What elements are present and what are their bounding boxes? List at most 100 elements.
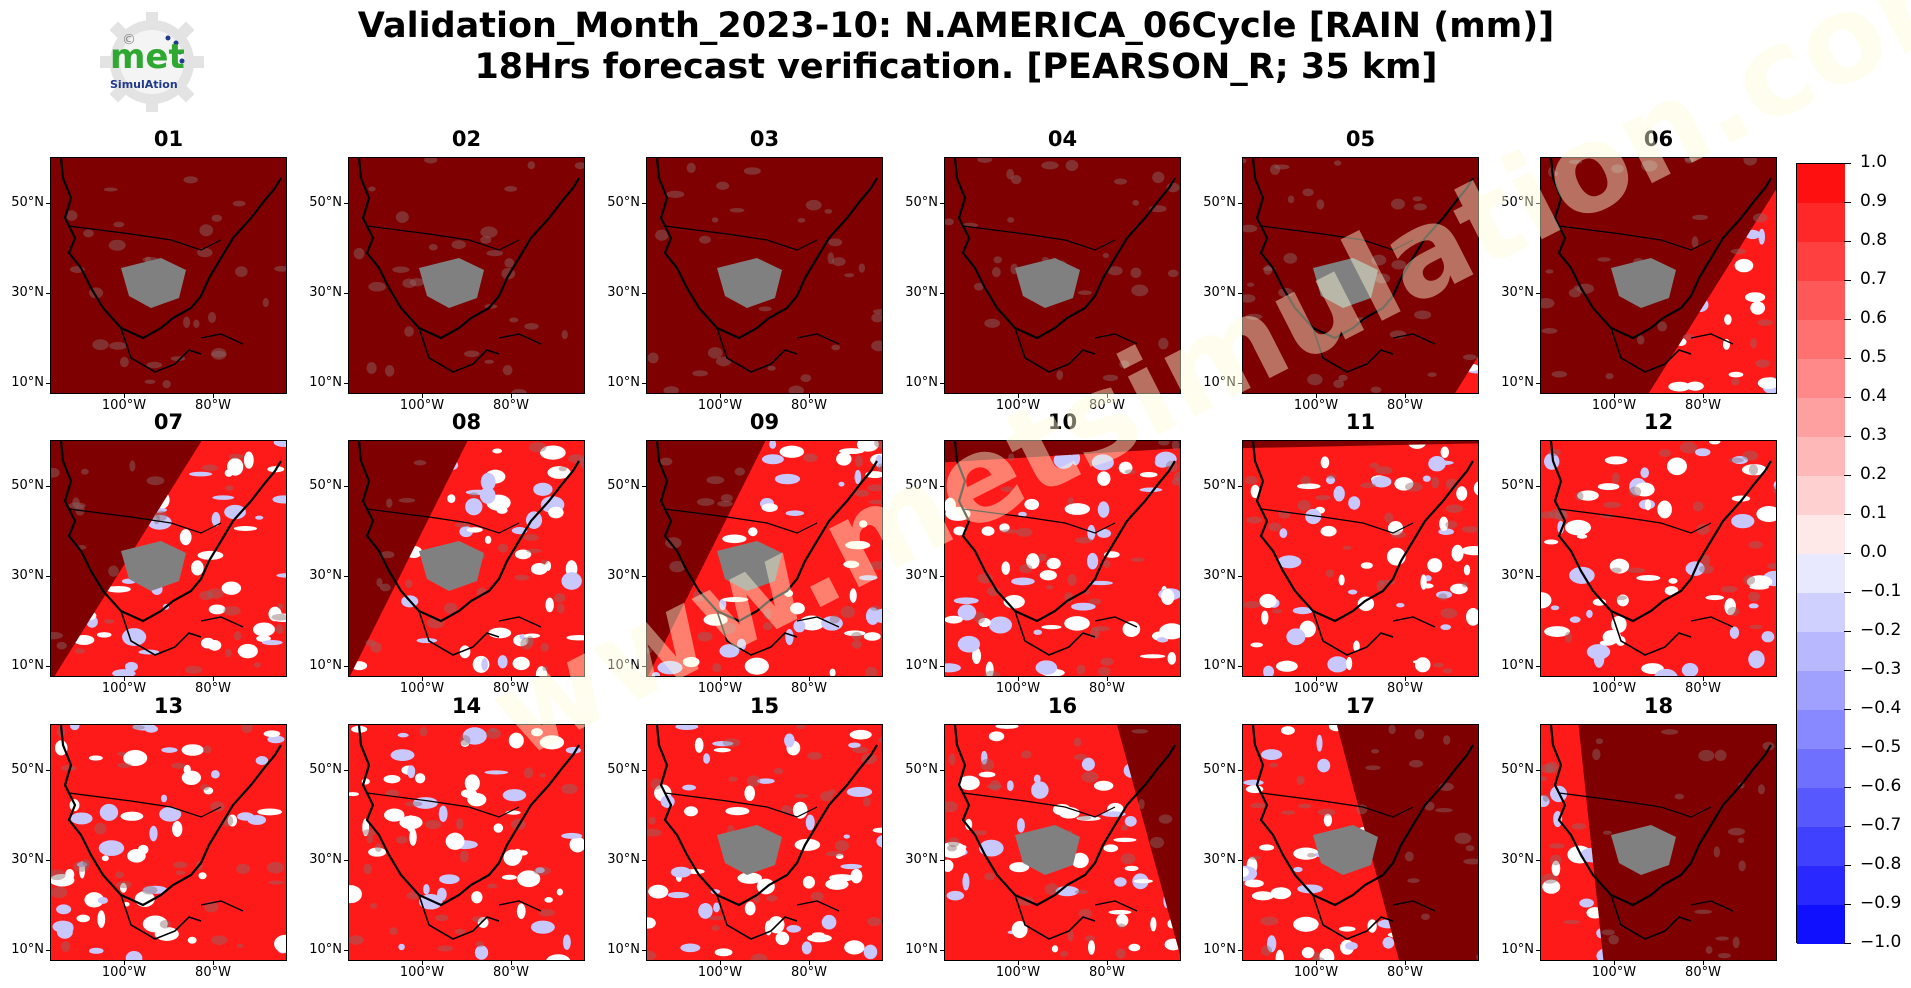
lon-tick (720, 961, 721, 965)
panel-title: 08 (451, 410, 482, 434)
colorbar-tick (1844, 826, 1851, 827)
lat-label: 30°N (1501, 852, 1534, 867)
lon-label: 100°W (995, 398, 1041, 413)
lat-label: 10°N (11, 658, 44, 673)
correlation-field (51, 725, 286, 960)
colorbar-tick (1844, 592, 1851, 593)
colorbar-segment (1797, 593, 1845, 633)
lat-tick (1238, 293, 1242, 294)
title-line-2: 18Hrs forecast verification. [PEARSON_R;… (474, 47, 1438, 87)
title-line-1: Validation_Month_2023-10: N.AMERICA_06Cy… (357, 6, 1555, 46)
colorbar-segment (1797, 710, 1845, 750)
lon-label: 100°W (399, 681, 445, 696)
lon-label: 100°W (697, 965, 743, 980)
lon-tick (422, 961, 423, 965)
lat-tick (46, 383, 50, 384)
lat-tick (344, 576, 348, 577)
lat-tick (1536, 203, 1540, 204)
lat-label: 30°N (11, 285, 44, 300)
lat-tick (46, 770, 50, 771)
map-plot (348, 440, 585, 677)
lon-tick (124, 961, 125, 965)
colorbar-tick (1844, 436, 1851, 437)
colorbar-tick (1844, 397, 1851, 398)
colorbar-segment (1797, 866, 1845, 906)
lon-label: 80°W (195, 965, 231, 980)
lon-tick (1703, 394, 1704, 398)
lat-tick (642, 666, 646, 667)
lat-tick (642, 950, 646, 951)
lat-tick (344, 486, 348, 487)
lat-tick (642, 383, 646, 384)
lon-tick (1107, 677, 1108, 681)
map-panel: 07 50°N 30°N 10°N 100°W 80°W (11, 412, 287, 695)
lat-label: 10°N (1501, 375, 1534, 390)
colorbar-tick-label: −0.1 (1860, 581, 1902, 601)
colorbar-tick (1844, 475, 1851, 476)
lat-label: 10°N (905, 658, 938, 673)
lat-tick (46, 860, 50, 861)
lat-tick (46, 486, 50, 487)
lon-label: 100°W (399, 965, 445, 980)
lon-tick (809, 677, 810, 681)
lat-label: 50°N (309, 478, 342, 493)
lat-tick (1536, 860, 1540, 861)
lon-tick (422, 677, 423, 681)
lon-label: 80°W (1685, 965, 1721, 980)
lon-tick (1316, 961, 1317, 965)
correlation-field (51, 441, 286, 676)
panel-title: 16 (1047, 694, 1078, 718)
lon-tick (1405, 677, 1406, 681)
logo: © met SimulAtion (96, 10, 208, 114)
correlation-field (945, 158, 1180, 393)
map-panel: 10 50°N 30°N 10°N 100°W 80°W (905, 412, 1181, 695)
lat-label: 30°N (309, 852, 342, 867)
lat-tick (46, 666, 50, 667)
lon-tick (511, 961, 512, 965)
lon-tick (1405, 394, 1406, 398)
lon-tick (1614, 677, 1615, 681)
lon-tick (720, 394, 721, 398)
correlation-field (1541, 725, 1776, 960)
colorbar-tick (1844, 943, 1851, 944)
colorbar-segment (1797, 320, 1845, 360)
colorbar-tick-label: −1.0 (1860, 932, 1902, 952)
lon-label: 80°W (791, 398, 827, 413)
lat-tick (1238, 770, 1242, 771)
lon-tick (720, 677, 721, 681)
lat-tick (1238, 950, 1242, 951)
colorbar-tick (1844, 358, 1851, 359)
lat-label: 10°N (1501, 658, 1534, 673)
map-panel: 09 50°N 30°N 10°N 100°W 80°W (607, 412, 883, 695)
correlation-field (1243, 158, 1478, 393)
panel-title: 18 (1643, 694, 1674, 718)
lat-label: 10°N (1501, 942, 1534, 957)
lon-label: 80°W (1387, 398, 1423, 413)
panel-title: 03 (749, 127, 780, 151)
lon-label: 80°W (791, 965, 827, 980)
correlation-field (349, 725, 584, 960)
colorbar (1796, 163, 1845, 944)
lon-tick (1614, 394, 1615, 398)
colorbar-tick (1844, 241, 1851, 242)
lon-label: 100°W (1293, 681, 1339, 696)
colorbar-tick-label: −0.3 (1860, 659, 1902, 679)
lon-tick (213, 394, 214, 398)
logo-symbol: © (122, 32, 136, 48)
map-panel: 05 50°N 30°N 10°N 100°W 80°W (1203, 129, 1479, 412)
lat-label: 30°N (309, 285, 342, 300)
panel-title: 09 (749, 410, 780, 434)
lat-label: 30°N (1203, 568, 1236, 583)
colorbar-gradient (1797, 164, 1845, 944)
lat-label: 10°N (11, 375, 44, 390)
lat-tick (642, 293, 646, 294)
colorbar-tick-label: −0.4 (1860, 698, 1902, 718)
lat-tick (1536, 293, 1540, 294)
lon-label: 100°W (1293, 965, 1339, 980)
lon-label: 80°W (791, 681, 827, 696)
lat-label: 30°N (607, 852, 640, 867)
panel-title: 14 (451, 694, 482, 718)
map-plot (944, 440, 1181, 677)
lat-tick (1238, 486, 1242, 487)
lat-tick (344, 950, 348, 951)
